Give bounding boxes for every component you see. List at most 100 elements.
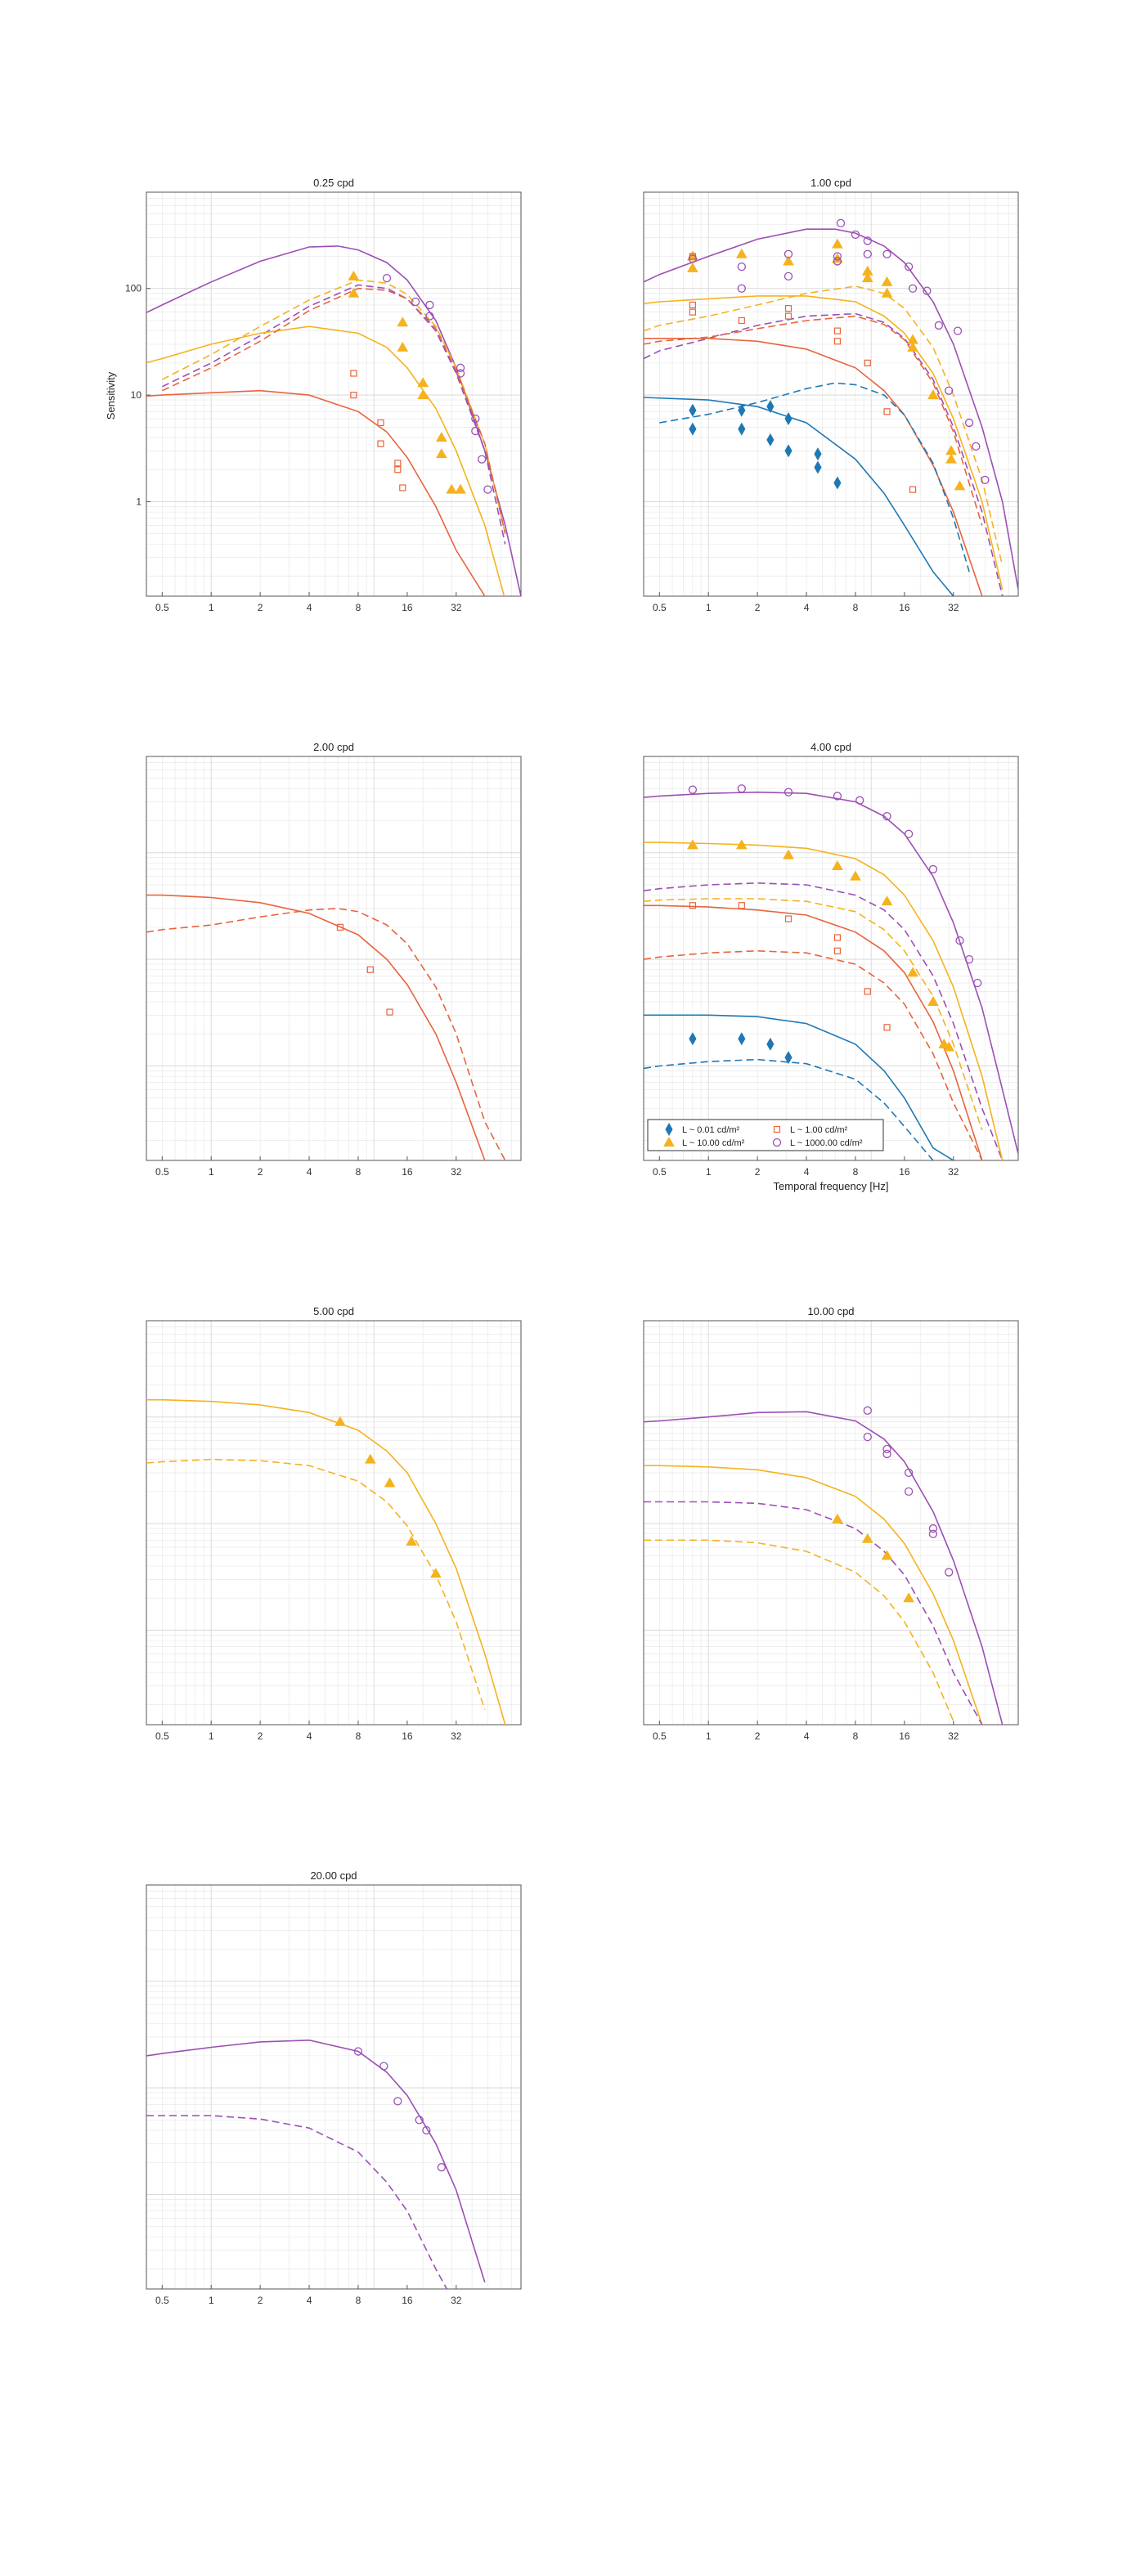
data-point-circle xyxy=(456,363,465,372)
data-point-triangle xyxy=(348,287,360,298)
series-line-purple-dashed xyxy=(146,2115,448,2289)
data-point-square xyxy=(350,370,357,377)
series-line-orange-dashed xyxy=(146,1458,486,1710)
x-tick-label: 1 xyxy=(209,602,214,613)
data-point-triangle xyxy=(907,967,918,977)
x-tick-label: 2 xyxy=(258,2295,263,2306)
series-line-blue-solid xyxy=(644,1014,954,1160)
grid xyxy=(146,756,521,1160)
subplot: 0.25 cpd 0.5 1 2 4 8 16 32 1 10 100 xyxy=(125,177,522,613)
data-point-diamond xyxy=(766,1037,775,1051)
data-point-diamond xyxy=(689,1032,697,1046)
data-point-circle xyxy=(855,796,864,805)
data-point-circle xyxy=(882,811,891,821)
subplot-title: 1.00 cpd xyxy=(810,177,851,189)
data-point-triangle xyxy=(335,1416,346,1426)
series-line-orange-solid xyxy=(146,325,505,596)
series-line-purple-solid xyxy=(644,791,1018,1155)
x-tick-label: 4 xyxy=(804,1166,810,1178)
subplot-title: 2.00 cpd xyxy=(313,741,354,753)
data-point-circle xyxy=(737,262,746,272)
series-line-orange-dashed xyxy=(644,285,1004,567)
series-line-purple-dashed xyxy=(644,312,1004,596)
data-point-circle xyxy=(945,386,954,395)
grid xyxy=(644,1321,1018,1725)
x-tick-label: 8 xyxy=(356,1730,361,1742)
series-line-orange-dashed xyxy=(644,898,983,1131)
data-point-triangle xyxy=(687,839,698,850)
grid xyxy=(146,1321,521,1725)
data-point-triangle xyxy=(927,995,939,1006)
grid xyxy=(146,1885,521,2289)
data-point-square xyxy=(773,1125,781,1133)
data-point-circle xyxy=(836,218,846,227)
axes-frame xyxy=(643,191,1019,597)
x-tick-label: 32 xyxy=(948,1730,959,1742)
data-point-square xyxy=(784,312,792,320)
subplot-title: 10.00 cpd xyxy=(807,1305,854,1317)
data-point-circle xyxy=(953,326,963,335)
subplot-title: 20.00 cpd xyxy=(310,1869,357,1882)
x-tick-label: 2 xyxy=(258,1730,263,1742)
x-tick-label: 0.5 xyxy=(653,1166,667,1178)
data-point-triangle xyxy=(881,276,893,286)
x-tick-label: 0.5 xyxy=(155,1730,169,1742)
x-tick-label: 4 xyxy=(804,602,810,613)
data-point-circle xyxy=(379,2062,388,2071)
series-line-purple-solid xyxy=(644,228,1018,590)
series-group xyxy=(146,894,506,1160)
data-point-square xyxy=(833,338,842,345)
x-tick-label: 8 xyxy=(853,1166,859,1178)
data-point-circle xyxy=(382,273,392,283)
series-line-purple-dashed xyxy=(644,882,1004,1160)
data-point-triangle xyxy=(397,341,409,352)
data-point-circle xyxy=(688,254,698,263)
data-point-square xyxy=(689,308,697,316)
data-point-triangle xyxy=(417,389,429,400)
data-point-triangle xyxy=(348,270,360,280)
series-group xyxy=(644,1406,1004,1725)
data-point-circle xyxy=(772,1138,782,1147)
data-point-triangle xyxy=(446,483,458,494)
data-point-triangle xyxy=(435,431,447,442)
series-line-blue-dashed xyxy=(659,382,970,572)
data-point-diamond xyxy=(833,476,842,490)
data-point-triangle xyxy=(735,839,748,850)
x-tick-label: 1 xyxy=(209,1730,214,1742)
data-point-square xyxy=(394,460,402,467)
series-line-orange-solid xyxy=(644,841,1004,1160)
data-point-triangle xyxy=(881,287,893,298)
data-point-square xyxy=(689,301,697,309)
x-tick-label: 0.5 xyxy=(155,2295,169,2306)
data-point-circle xyxy=(964,418,974,428)
data-point-square xyxy=(833,327,842,334)
data-point-square xyxy=(689,902,697,909)
data-point-circle xyxy=(737,284,746,293)
x-tick-label: 16 xyxy=(402,1166,413,1178)
x-tick-label: 1 xyxy=(706,1730,712,1742)
data-point-circle xyxy=(973,978,982,988)
series-group xyxy=(644,218,1018,596)
data-point-circle xyxy=(934,321,943,330)
subplot-title: 4.00 cpd xyxy=(810,741,851,753)
data-point-circle xyxy=(904,829,914,838)
x-tick-label: 4 xyxy=(307,602,312,613)
series-line-blue-dashed xyxy=(644,1058,934,1160)
data-point-circle xyxy=(863,1406,872,1415)
data-point-triangle xyxy=(735,248,748,258)
data-point-circle xyxy=(964,954,974,964)
data-point-square xyxy=(784,305,792,312)
y-tick-label: 100 xyxy=(125,283,141,294)
subplot: 5.00 cpd 0.5 1 2 4 8 16 32 xyxy=(146,1305,522,1742)
x-tick-label: 16 xyxy=(402,602,413,613)
series-group xyxy=(146,245,521,596)
data-point-circle xyxy=(981,475,990,485)
data-point-square xyxy=(738,316,745,325)
x-tick-label: 16 xyxy=(899,1730,910,1742)
data-point-triangle xyxy=(881,895,893,906)
x-tick-label: 8 xyxy=(853,602,859,613)
x-tick-label: 8 xyxy=(356,1166,361,1178)
data-point-square xyxy=(377,419,384,427)
series-line-red-dashed xyxy=(644,949,983,1160)
